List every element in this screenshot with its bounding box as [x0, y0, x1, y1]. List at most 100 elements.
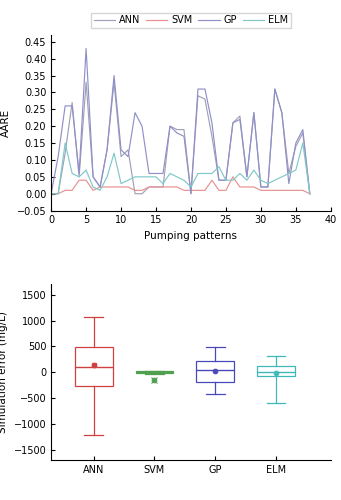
ANN — [70, 100, 74, 105]
GP — [252, 110, 256, 116]
Y-axis label: Simulation error (mg/L): Simulation error (mg/L) — [0, 312, 8, 433]
Line: GP: GP — [51, 48, 310, 194]
GP — [126, 154, 130, 160]
SVM — [287, 188, 291, 194]
ELM — [77, 174, 81, 180]
ELM — [175, 174, 179, 180]
SVM — [133, 188, 137, 194]
SVM — [280, 188, 284, 194]
ELM — [280, 174, 284, 180]
ELM — [161, 180, 165, 186]
SVM — [84, 177, 88, 183]
GP — [203, 86, 207, 92]
ANN — [112, 80, 116, 86]
GP — [119, 147, 123, 153]
PathPatch shape — [196, 361, 234, 382]
GP — [217, 177, 221, 183]
SVM — [196, 188, 200, 194]
ANN — [210, 134, 214, 140]
GP — [133, 110, 137, 116]
SVM — [49, 190, 53, 196]
ELM — [210, 170, 214, 176]
ELM — [112, 150, 116, 156]
SVM — [308, 190, 312, 196]
Line: ANN: ANN — [51, 82, 310, 194]
SVM — [217, 188, 221, 194]
ELM — [140, 174, 144, 180]
ANN — [252, 110, 256, 116]
ANN — [217, 177, 221, 183]
GP — [231, 120, 235, 126]
GP — [266, 184, 270, 190]
SVM — [63, 188, 67, 194]
ELM — [56, 190, 60, 196]
ANN — [224, 177, 228, 183]
ELM — [182, 177, 186, 183]
ANN — [77, 174, 81, 180]
ELM — [154, 174, 158, 180]
ELM — [294, 167, 298, 173]
ELM — [91, 184, 95, 190]
SVM — [98, 184, 102, 190]
GP — [49, 190, 53, 196]
ANN — [301, 130, 305, 136]
GP — [98, 184, 102, 190]
ANN — [287, 170, 291, 176]
GP — [182, 134, 186, 140]
GP — [147, 170, 151, 176]
GP — [77, 170, 81, 176]
ANN — [308, 190, 312, 196]
SVM — [231, 174, 235, 180]
GP — [273, 86, 277, 92]
SVM — [154, 184, 158, 190]
ELM — [273, 177, 277, 183]
GP — [259, 184, 263, 190]
ANN — [294, 144, 298, 150]
ELM — [259, 177, 263, 183]
PathPatch shape — [75, 347, 113, 386]
GP — [245, 174, 249, 180]
SVM — [77, 177, 81, 183]
ANN — [98, 184, 102, 190]
SVM — [112, 184, 116, 190]
GP — [210, 120, 214, 126]
GP — [91, 174, 95, 180]
ELM — [301, 140, 305, 146]
ELM — [308, 190, 312, 196]
SVM — [56, 190, 60, 196]
ANN — [182, 126, 186, 132]
ANN — [56, 190, 60, 196]
ELM — [49, 190, 53, 196]
ELM — [147, 174, 151, 180]
ELM — [105, 174, 109, 180]
ELM — [119, 180, 123, 186]
ELM — [84, 167, 88, 173]
SVM — [252, 184, 256, 190]
ELM — [133, 174, 137, 180]
GP — [308, 190, 312, 196]
GP — [140, 123, 144, 129]
ANN — [91, 174, 95, 180]
SVM — [126, 184, 130, 190]
ELM — [98, 188, 102, 194]
SVM — [301, 188, 305, 194]
ANN — [231, 120, 235, 126]
PathPatch shape — [257, 366, 295, 376]
ANN — [161, 184, 165, 190]
ELM — [70, 170, 74, 176]
SVM — [238, 184, 242, 190]
GP — [154, 170, 158, 176]
ANN — [140, 190, 144, 196]
SVM — [224, 188, 228, 194]
ANN — [147, 184, 151, 190]
ANN — [273, 86, 277, 92]
ANN — [133, 190, 137, 196]
SVM — [175, 184, 179, 190]
ELM — [126, 177, 130, 183]
SVM — [273, 188, 277, 194]
SVM — [259, 188, 263, 194]
ELM — [217, 164, 221, 170]
ANN — [84, 80, 88, 86]
ELM — [245, 177, 249, 183]
ANN — [105, 147, 109, 153]
